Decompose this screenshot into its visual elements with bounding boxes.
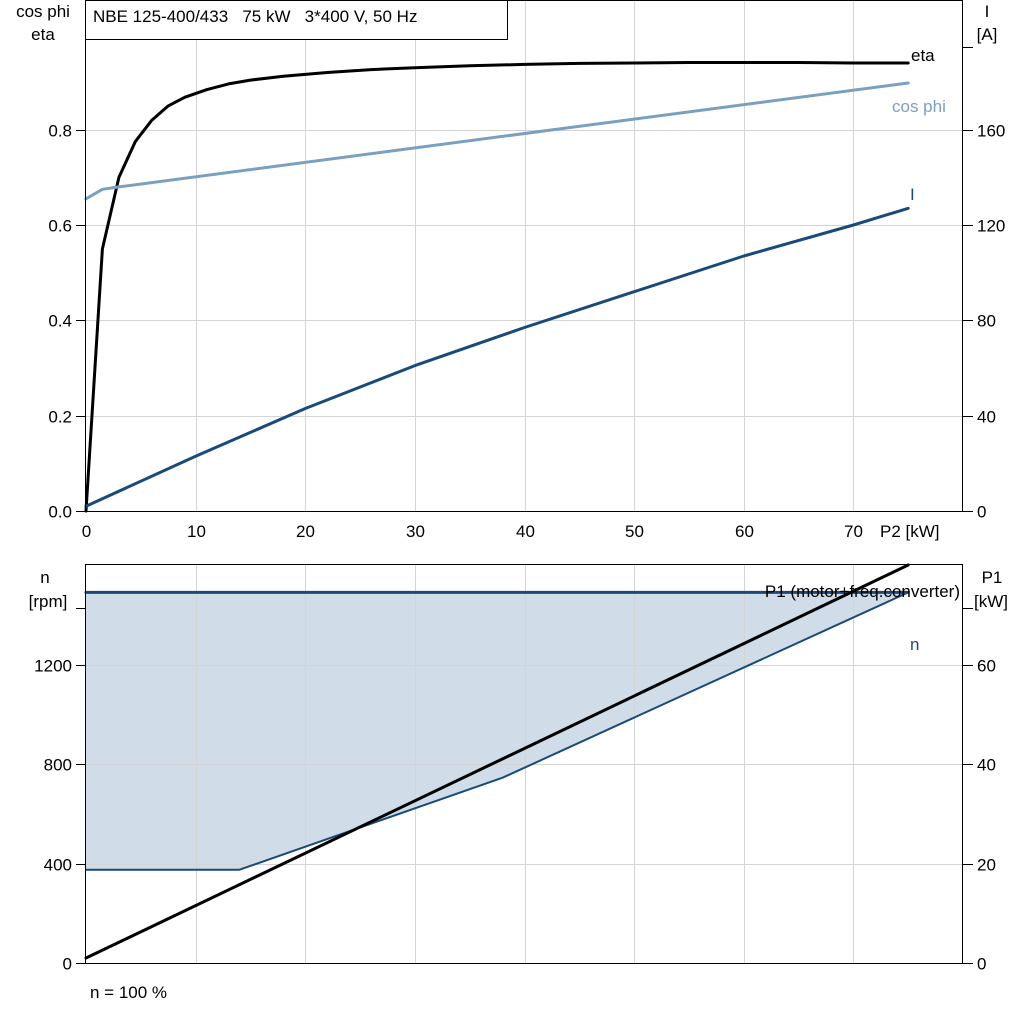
bottom-y-left-label-line1: n bbox=[40, 568, 49, 587]
top-x-tick-label: 70 bbox=[844, 522, 863, 541]
top-y-right-tick-label: 0 bbox=[977, 503, 986, 522]
bottom-y-right-label-line1: P1 bbox=[982, 568, 1003, 587]
chart-title: NBE 125-400/433 75 kW 3*400 V, 50 Hz bbox=[93, 7, 417, 26]
top-chart-ticks: 0 10 20 30 40 50 60 70 0.0 0.2 0.4 0.6 0.8 0 40 80 120 16… bbox=[48, 47, 1005, 541]
bottom-y-right-label-line2: [kW] bbox=[974, 592, 1008, 611]
bottom-y-right-tick-label: 0 bbox=[977, 955, 986, 974]
series-label-p1: P1 (motor+freq.converter) bbox=[765, 582, 960, 601]
bottom-chart-ticks: 0 400 800 1200 0 20 40 60 bbox=[34, 608, 996, 974]
top-y-left-tick-label: 0.8 bbox=[48, 122, 72, 141]
top-y-right-label-line2: [A] bbox=[977, 25, 998, 44]
series-label-n: n bbox=[910, 635, 919, 654]
bottom-chart-fill-area bbox=[86, 592, 909, 870]
series-line-n-min bbox=[85, 591, 910, 871]
series-line-i bbox=[84, 206, 910, 508]
top-y-right-tick-label: 80 bbox=[977, 312, 996, 331]
top-y-left-label-line1: cos phi bbox=[16, 2, 70, 21]
top-x-tick-label: 0 bbox=[82, 522, 91, 541]
series-line-eta bbox=[84, 61, 910, 513]
series-label-eta: eta bbox=[911, 46, 935, 65]
top-y-right-label-line1: I bbox=[985, 2, 990, 21]
bottom-y-left-tick-label: 800 bbox=[44, 756, 72, 775]
top-y-left-tick-label: 0.6 bbox=[48, 217, 72, 236]
top-y-left-tick-label: 0.0 bbox=[48, 503, 72, 522]
top-x-tick-label: 10 bbox=[187, 522, 206, 541]
top-y-left-tick-label: 0.2 bbox=[48, 408, 72, 427]
top-x-tick-label: 30 bbox=[406, 522, 425, 541]
top-x-tick-label: 40 bbox=[516, 522, 535, 541]
speed-range-area bbox=[86, 592, 909, 870]
top-x-axis-label: P2 [kW] bbox=[880, 522, 940, 541]
top-chart-series bbox=[84, 61, 910, 513]
top-y-right-tick-label: 40 bbox=[977, 408, 996, 427]
bottom-chart-series bbox=[84, 563, 910, 960]
top-y-left-tick-label: 0.4 bbox=[48, 312, 72, 331]
bottom-y-right-tick-label: 60 bbox=[977, 657, 996, 676]
top-chart-plot-frame bbox=[85, 0, 963, 512]
chart-title-box bbox=[85, 0, 508, 40]
bottom-y-right-tick-label: 20 bbox=[977, 856, 996, 875]
series-line-p1 bbox=[84, 563, 910, 960]
top-x-tick-label: 60 bbox=[735, 522, 754, 541]
top-y-left-label-line2: eta bbox=[31, 25, 55, 44]
top-x-tick-label: 20 bbox=[296, 522, 315, 541]
bottom-y-right-tick-label: 40 bbox=[977, 756, 996, 775]
footnote-speed: n = 100 % bbox=[90, 983, 167, 1002]
series-line-cos-phi bbox=[84, 81, 910, 201]
top-y-right-tick-label: 120 bbox=[977, 217, 1005, 236]
bottom-y-left-tick-label: 1200 bbox=[34, 657, 72, 676]
top-x-tick-label: 50 bbox=[625, 522, 644, 541]
bottom-y-left-tick-label: 400 bbox=[44, 856, 72, 875]
bottom-chart-grid bbox=[86, 565, 963, 963]
top-chart-grid bbox=[86, 1, 963, 511]
bottom-y-left-tick-label: 0 bbox=[63, 955, 72, 974]
top-y-right-tick-label: 160 bbox=[977, 122, 1005, 141]
series-label-cos-phi: cos phi bbox=[892, 97, 946, 116]
bottom-y-left-label-line2: [rpm] bbox=[29, 592, 68, 611]
series-label-current: I bbox=[910, 185, 915, 204]
